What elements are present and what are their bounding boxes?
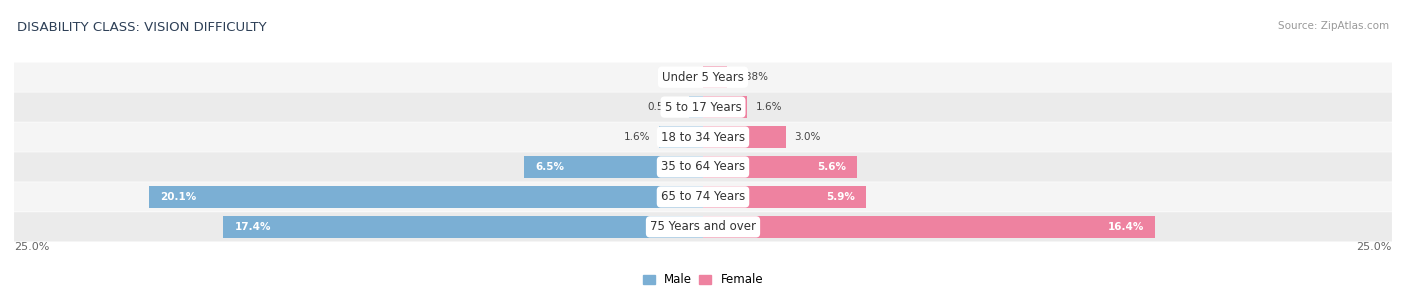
Text: 16.4%: 16.4% (1108, 222, 1144, 232)
Text: 5 to 17 Years: 5 to 17 Years (665, 101, 741, 114)
FancyBboxPatch shape (14, 92, 1392, 122)
Text: 25.0%: 25.0% (1357, 242, 1392, 252)
Text: 1.6%: 1.6% (755, 102, 782, 112)
Bar (703, 156, 858, 178)
FancyBboxPatch shape (14, 123, 1392, 152)
Text: 75 Years and over: 75 Years and over (650, 220, 756, 233)
Text: 65 to 74 Years: 65 to 74 Years (661, 190, 745, 203)
FancyBboxPatch shape (14, 212, 1392, 241)
Bar (524, 156, 703, 178)
Bar (659, 126, 703, 148)
Text: 17.4%: 17.4% (235, 222, 271, 232)
Text: Source: ZipAtlas.com: Source: ZipAtlas.com (1278, 21, 1389, 31)
Text: 5.9%: 5.9% (825, 192, 855, 202)
Bar (149, 186, 703, 208)
Text: 0.0%: 0.0% (668, 72, 695, 82)
Text: 0.51%: 0.51% (648, 102, 681, 112)
FancyBboxPatch shape (14, 182, 1392, 212)
Bar (689, 96, 703, 118)
Bar (703, 126, 786, 148)
Text: Under 5 Years: Under 5 Years (662, 71, 744, 84)
Text: 18 to 34 Years: 18 to 34 Years (661, 130, 745, 143)
Text: 1.6%: 1.6% (624, 132, 651, 142)
Bar (224, 216, 703, 238)
Bar (703, 96, 747, 118)
Text: 20.1%: 20.1% (160, 192, 197, 202)
FancyBboxPatch shape (14, 63, 1392, 92)
Bar (703, 216, 1154, 238)
Bar (703, 66, 727, 88)
Text: DISABILITY CLASS: VISION DIFFICULTY: DISABILITY CLASS: VISION DIFFICULTY (17, 21, 267, 34)
Legend: Male, Female: Male, Female (643, 273, 763, 286)
Text: 3.0%: 3.0% (794, 132, 820, 142)
FancyBboxPatch shape (14, 152, 1392, 181)
Text: 25.0%: 25.0% (14, 242, 49, 252)
Text: 5.6%: 5.6% (817, 162, 846, 172)
Bar (703, 186, 866, 208)
Text: 6.5%: 6.5% (534, 162, 564, 172)
Text: 35 to 64 Years: 35 to 64 Years (661, 161, 745, 174)
Text: 0.88%: 0.88% (735, 72, 769, 82)
